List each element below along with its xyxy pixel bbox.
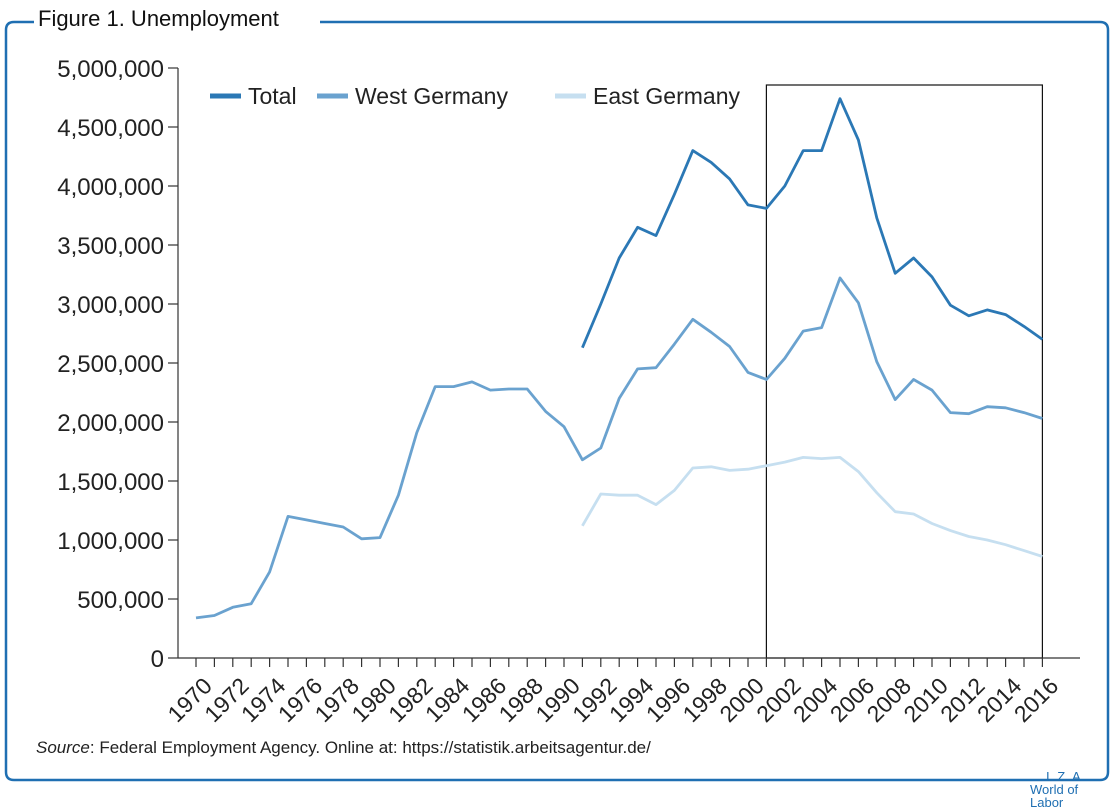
unemployment-chart: 0 500,000 1,000,000 1,500,000 2,000,000 2,500… bbox=[0, 0, 1113, 792]
source-note: Source: Federal Employment Agency. Onlin… bbox=[36, 738, 651, 758]
legend-label-east-germany: East Germany bbox=[593, 83, 740, 109]
series-line-west-germany bbox=[196, 278, 1042, 618]
series-line-east-germany bbox=[582, 457, 1042, 556]
y-tick-label: 4,500,000 bbox=[57, 115, 164, 142]
series-line-total bbox=[582, 99, 1042, 348]
y-tick-label: 3,500,000 bbox=[57, 233, 164, 260]
y-tick-label: 1,000,000 bbox=[57, 528, 164, 555]
y-tick-label: 2,500,000 bbox=[57, 351, 164, 378]
highlight-box bbox=[766, 85, 1042, 658]
legend-label-west-germany: West Germany bbox=[355, 83, 508, 109]
y-tick-label: 3,000,000 bbox=[57, 292, 164, 319]
y-tick-label: 1,500,000 bbox=[57, 469, 164, 496]
source-text: : Federal Employment Agency. Online at: … bbox=[90, 738, 651, 757]
y-tick-label: 5,000,000 bbox=[57, 56, 164, 83]
y-tick-label: 0 bbox=[151, 646, 164, 673]
y-tick-label: 4,000,000 bbox=[57, 174, 164, 201]
x-tick-label: 2016 bbox=[1009, 673, 1064, 728]
y-tick-label: 500,000 bbox=[77, 587, 164, 614]
world-of-labor-text: World of Labor bbox=[1030, 783, 1113, 809]
legend-label-total: Total bbox=[248, 83, 297, 109]
y-tick-label: 2,000,000 bbox=[57, 410, 164, 437]
source-label: Source bbox=[36, 738, 90, 757]
